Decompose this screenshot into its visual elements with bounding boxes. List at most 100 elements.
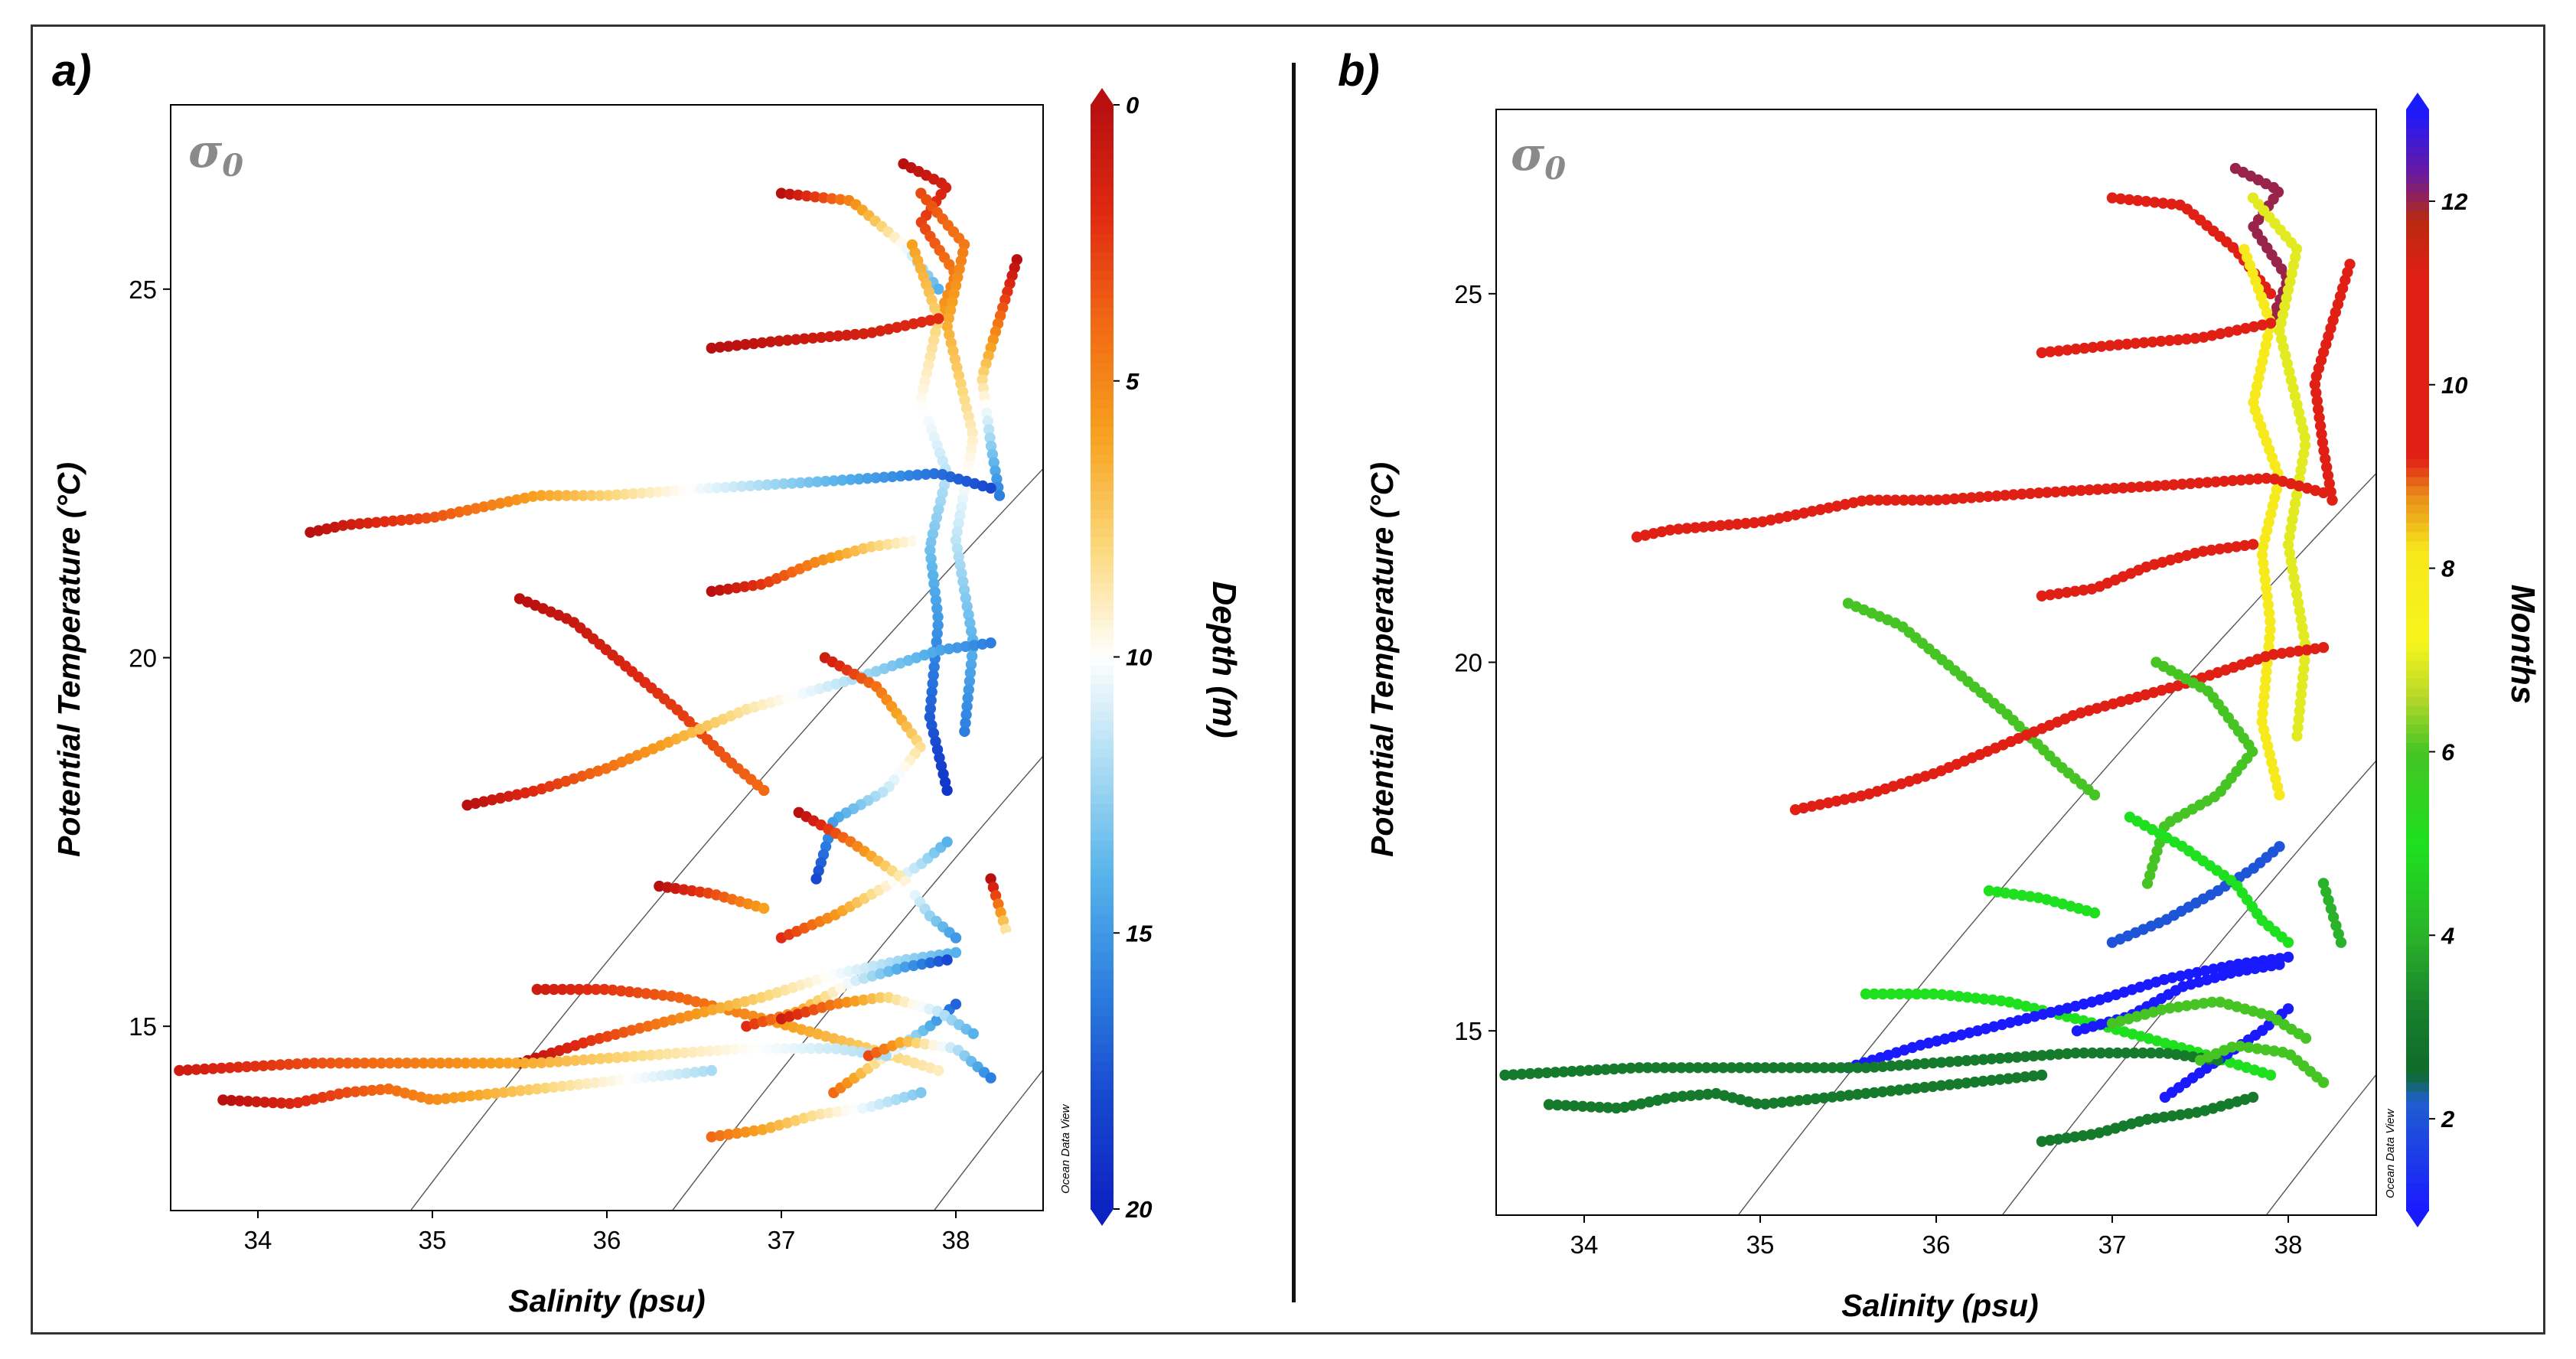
panel-b-data-point bbox=[2258, 347, 2270, 359]
panel-a-colorbar-swatch bbox=[1091, 132, 1114, 142]
panel-b-data-point bbox=[1818, 1092, 1830, 1104]
panel-a-colorbar-swatch bbox=[1091, 951, 1114, 962]
panel-b-data-point bbox=[1740, 517, 1752, 530]
panel-b-data-point bbox=[2143, 481, 2154, 492]
panel-b-data-point bbox=[1785, 1096, 1796, 1107]
panel-b-data-point bbox=[2285, 556, 2297, 567]
panel-a-data-point bbox=[661, 485, 673, 497]
panel-b-colorbar-swatch bbox=[2406, 660, 2429, 670]
panel-b-data-point bbox=[1886, 988, 1897, 1000]
panel-a-data-point bbox=[689, 1067, 701, 1078]
panel-b-data-point bbox=[2183, 969, 2195, 980]
panel-a-data-point bbox=[465, 1090, 477, 1102]
panel-b-data-point bbox=[2215, 996, 2226, 1008]
panel-b-data-point bbox=[2317, 487, 2330, 499]
panel-a-colorbar-swatch bbox=[1091, 638, 1114, 649]
panel-b-colorbar-swatch bbox=[2406, 953, 2429, 964]
panel-b-data-point bbox=[2183, 1108, 2194, 1119]
panel-a-data-point bbox=[817, 192, 830, 204]
panel-a-data-point bbox=[611, 489, 622, 500]
panel-a-data-point bbox=[874, 539, 885, 552]
panel-b-x-tick-label: 38 bbox=[2274, 1230, 2303, 1259]
panel-b-data-point bbox=[2288, 572, 2300, 584]
panel-a-data-point bbox=[283, 1058, 295, 1071]
panel-b-data-point bbox=[2062, 344, 2073, 356]
panel-b-data-point bbox=[2172, 334, 2184, 346]
panel-a-data-point bbox=[687, 1046, 699, 1058]
panel-a-colorbar-swatch bbox=[1091, 1006, 1114, 1017]
panel-b-data-point bbox=[1927, 1058, 1939, 1069]
panel-a-data-point bbox=[933, 313, 944, 324]
panel-a-colorbar-swatch bbox=[1091, 500, 1114, 510]
panel-a-data-point bbox=[657, 989, 669, 1001]
panel-b-colorbar-swatch bbox=[2406, 1100, 2429, 1110]
panel-a-data-point bbox=[226, 1094, 237, 1106]
panel-a-data-point bbox=[670, 1048, 682, 1059]
panel-b-data-point bbox=[2330, 920, 2342, 931]
panel-b-data-point bbox=[2206, 996, 2218, 1008]
panel-b-data-point bbox=[1731, 518, 1743, 530]
panel-a-data-point bbox=[798, 1113, 810, 1124]
panel-b-data-point bbox=[1694, 1089, 1705, 1101]
panel-a-data-point bbox=[879, 471, 890, 483]
panel-a-data-point bbox=[324, 1090, 337, 1102]
panel-b-data-point bbox=[2061, 587, 2072, 598]
panel-a-colorbar-swatch bbox=[1091, 1107, 1114, 1118]
panel-a-data-point bbox=[981, 407, 993, 419]
panel-b-data-point bbox=[1994, 1052, 2006, 1064]
panel-b-data-point bbox=[1903, 988, 1914, 1000]
panel-b-colorbar-swatch bbox=[2406, 852, 2429, 863]
panel-b-data-point bbox=[1999, 490, 2011, 501]
panel-a-data-point bbox=[649, 989, 660, 1000]
panel-b-data-point bbox=[2333, 928, 2344, 940]
panel-a-data-point bbox=[911, 469, 924, 481]
panel-a-data-point bbox=[739, 581, 751, 592]
panel-a-data-point bbox=[598, 983, 610, 996]
panel-a-data-point bbox=[781, 334, 794, 346]
panel-b-data-point bbox=[2261, 591, 2273, 602]
panel-a-data-point bbox=[628, 487, 639, 500]
panel-a-data-point bbox=[722, 583, 734, 595]
panel-a-data-point bbox=[606, 1075, 618, 1087]
panel-a-data-point bbox=[569, 1054, 581, 1067]
panel-a-data-point bbox=[662, 1048, 673, 1060]
panel-a-data-point bbox=[933, 283, 944, 295]
panel-a-data-point bbox=[920, 468, 932, 480]
panel-a-data-point bbox=[531, 983, 543, 996]
panel-b-data-point bbox=[2128, 1047, 2141, 1059]
panel-a-data-point bbox=[461, 800, 473, 811]
panel-a-colorbar-swatch bbox=[1091, 1135, 1114, 1146]
panel-b-data-point bbox=[2259, 683, 2271, 694]
panel-b-data-point bbox=[2248, 1005, 2259, 1017]
panel-b-data-point bbox=[1844, 1062, 1855, 1074]
panel-b-sigma-label: σ0 bbox=[1511, 128, 1566, 187]
panel-a-data-point bbox=[771, 1042, 783, 1054]
panel-b-colorbar-swatch bbox=[2406, 742, 2429, 753]
panel-b-data-point bbox=[2141, 196, 2152, 207]
panel-a-data-point bbox=[494, 792, 507, 804]
panel-a-colorbar-swatch bbox=[1091, 399, 1114, 409]
panel-b-data-point bbox=[2232, 324, 2243, 336]
panel-b-data-point bbox=[1810, 1093, 1821, 1105]
panel-a-data-point bbox=[578, 1054, 589, 1066]
panel-a-data-point bbox=[991, 473, 1003, 485]
panel-a-data-point bbox=[585, 490, 598, 501]
panel-a-data-point bbox=[826, 193, 838, 204]
panel-a-colorbar-top-arrow bbox=[1091, 88, 1114, 105]
panel-a-data-point bbox=[711, 482, 722, 494]
panel-a-data-point bbox=[722, 1129, 735, 1140]
panel-a-colorbar-swatch bbox=[1091, 325, 1114, 336]
panel-b-data-point bbox=[2291, 588, 2303, 600]
panel-b-data-point bbox=[2164, 334, 2176, 347]
panel-b-data-point bbox=[1910, 1058, 1922, 1070]
panel-b-data-point bbox=[2036, 1050, 2048, 1061]
panel-b-data-point bbox=[2041, 487, 2053, 498]
panel-a-data-point bbox=[982, 416, 993, 427]
panel-b-data-point bbox=[2193, 477, 2205, 489]
panel-b-data-point bbox=[1625, 1062, 1637, 1074]
panel-a-data-point bbox=[778, 478, 790, 490]
panel-a-colorbar-swatch bbox=[1091, 261, 1114, 272]
panel-b-data-point bbox=[2036, 1136, 2048, 1147]
panel-a-sigma-label: σ0 bbox=[188, 125, 243, 184]
panel-a-data-point bbox=[816, 331, 827, 344]
